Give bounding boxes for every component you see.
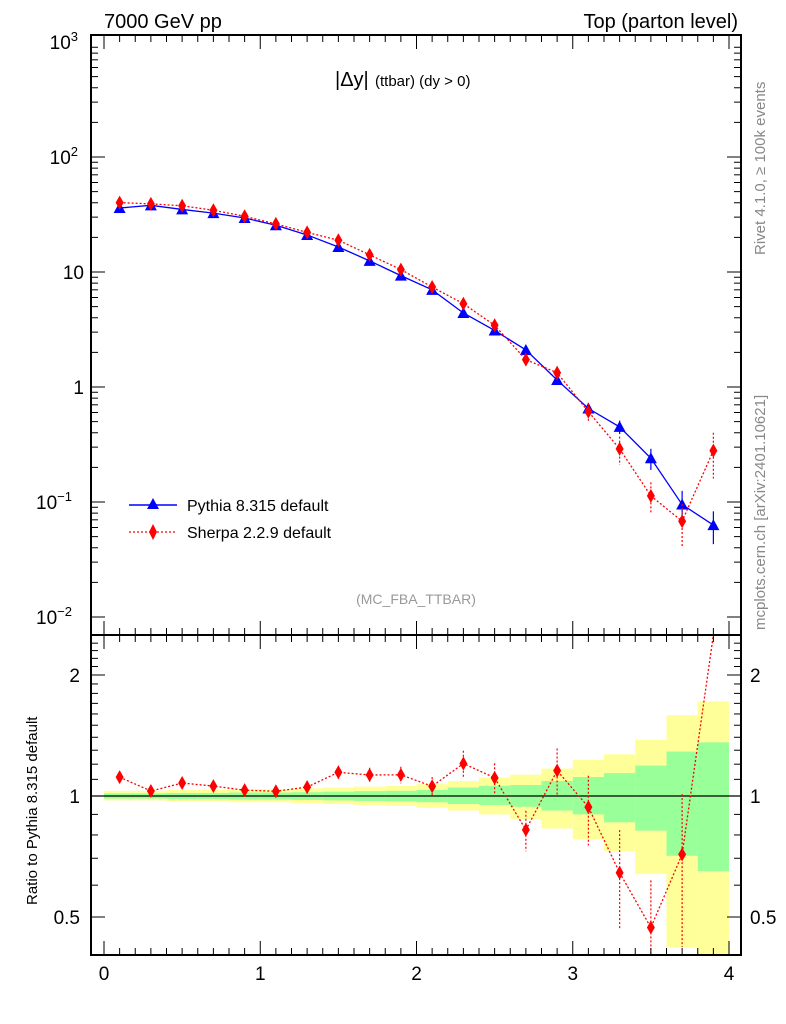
data-point [707,519,720,531]
ratio-y-tick-label-left: 1 [69,787,80,808]
series-sherpa [115,195,718,548]
data-point [334,233,343,248]
legend-sherpa-label: Sherpa 2.2.9 default [187,525,332,542]
legend-pythia-label: Pythia 8.315 default [187,498,329,515]
ratio-point [115,770,124,785]
x-tick-label: 4 [724,964,735,985]
y-tick-label: 10−1 [36,489,72,514]
y-tick-exponent: −2 [57,604,72,619]
ratio-point [615,865,624,880]
data-point [115,195,124,210]
ratio-point [365,767,374,782]
data-point [584,404,593,419]
data-point [178,198,187,213]
data-point [396,262,405,277]
ratio-y-tick-label-right: 0.5 [750,908,776,929]
series-pythia [113,199,720,545]
ratio-point [146,784,155,799]
ratio-point [334,765,343,780]
ratio-point [553,763,562,778]
data-point [553,365,562,380]
plot-title-sub: (ttbar) (dy > 0) [375,73,470,90]
x-tick-label: 3 [567,964,578,985]
data-point [209,203,218,218]
ratio-point [678,847,687,862]
ratio-y-tick-label-right: 2 [750,666,761,687]
data-point [457,307,470,319]
legend-sherpa-marker [149,524,157,540]
ratio-series-sherpa [115,634,715,955]
data-point [271,216,280,231]
watermark: (MC_FBA_TTBAR) [356,591,476,607]
y-tick-label: 10 [63,263,84,284]
ratio-ylabel: Ratio to Pythia 8.315 default [24,716,41,905]
legend-pythia-marker [147,498,159,509]
ratio-point [240,783,249,798]
x-tick-label: 1 [255,964,266,985]
rivet-label: Rivet 4.1.0, ≥ 100k events [752,82,769,255]
ratio-line [119,634,715,929]
stat-band-bin [604,773,636,823]
ratio-point [209,779,218,794]
stat-band-bin [697,742,729,872]
data-point [459,296,468,311]
data-point [240,209,249,224]
ratio-y-tick-label-left: 0.5 [54,908,80,929]
ratio-y-tick-label-left: 2 [69,666,80,687]
legend: Pythia 8.315 default Sherpa 2.2.9 defaul… [129,498,332,542]
header-left: 7000 GeV pp [104,11,222,33]
ratio-point [271,784,280,799]
data-point [303,225,312,240]
data-point [613,420,626,432]
data-point [521,352,530,367]
ratio-point [584,800,593,815]
mcplots-label: mcplots.cern.ch [arXiv:2401.10621] [752,395,769,630]
plot-title: |Δy| (ttbar) (dy > 0) [335,69,470,91]
ratio-point [459,756,468,771]
header-right: Top (parton level) [583,11,738,33]
y-tick-exponent: −1 [57,489,72,504]
x-tick-label: 0 [99,964,110,985]
y-tick-label: 1 [73,378,84,399]
stat-band-bin [635,765,667,831]
data-point [428,280,437,295]
ratio-point [396,767,405,782]
ratio-point [303,780,312,795]
y-tick-label: 102 [50,144,78,169]
data-point [678,514,687,529]
ratio-y-tick-label-right: 1 [750,787,761,808]
y-tick-exponent: 3 [71,29,78,44]
data-point [646,488,655,503]
ratio-point [490,770,499,785]
main-frame [90,34,742,636]
y-tick-exponent: 2 [71,144,78,159]
data-point [644,452,657,464]
y-tick-label: 10−2 [36,604,72,629]
ratio-point [521,822,530,837]
ratio-point [646,920,655,935]
ratio-point [428,779,437,794]
data-point [365,247,374,262]
data-point [490,318,499,333]
y-tick-label: 103 [50,29,78,54]
data-point [146,196,155,211]
ratio-point [178,776,187,791]
series-line [119,204,714,526]
x-tick-label: 2 [411,964,422,985]
series-line [119,201,714,523]
data-point [615,441,624,456]
data-point [519,343,532,355]
plot-title-main: |Δy| [335,69,369,91]
data-point [709,443,718,458]
